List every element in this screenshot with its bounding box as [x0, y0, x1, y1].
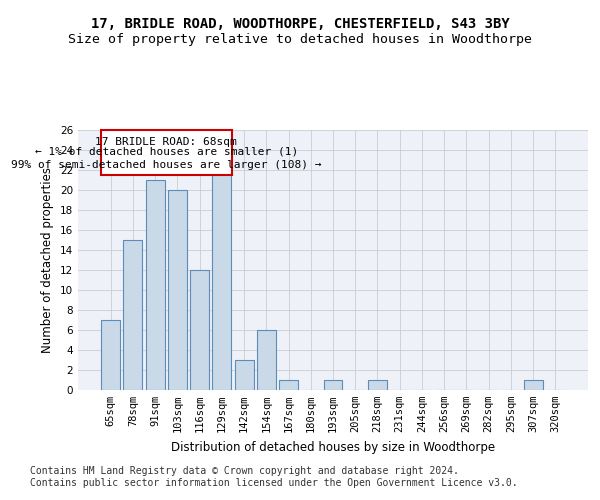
Bar [368, 380, 387, 390]
Bar [279, 380, 298, 390]
Bar [101, 130, 232, 175]
X-axis label: Distribution of detached houses by size in Woodthorpe: Distribution of detached houses by size … [171, 440, 495, 454]
Bar [323, 380, 343, 390]
Bar [146, 180, 164, 390]
Bar [190, 270, 209, 390]
Bar [257, 330, 276, 390]
Bar [101, 320, 120, 390]
Text: Contains HM Land Registry data © Crown copyright and database right 2024.
Contai: Contains HM Land Registry data © Crown c… [30, 466, 518, 487]
Text: 99% of semi-detached houses are larger (108) →: 99% of semi-detached houses are larger (… [11, 160, 322, 170]
Bar [168, 190, 187, 390]
Bar [124, 240, 142, 390]
Bar [212, 170, 231, 390]
Text: 17, BRIDLE ROAD, WOODTHORPE, CHESTERFIELD, S43 3BY: 17, BRIDLE ROAD, WOODTHORPE, CHESTERFIEL… [91, 18, 509, 32]
Text: ← 1% of detached houses are smaller (1): ← 1% of detached houses are smaller (1) [35, 146, 298, 156]
Text: Size of property relative to detached houses in Woodthorpe: Size of property relative to detached ho… [68, 32, 532, 46]
Text: 17 BRIDLE ROAD: 68sqm: 17 BRIDLE ROAD: 68sqm [95, 137, 237, 147]
Bar [524, 380, 542, 390]
Bar [235, 360, 254, 390]
Y-axis label: Number of detached properties: Number of detached properties [41, 167, 55, 353]
